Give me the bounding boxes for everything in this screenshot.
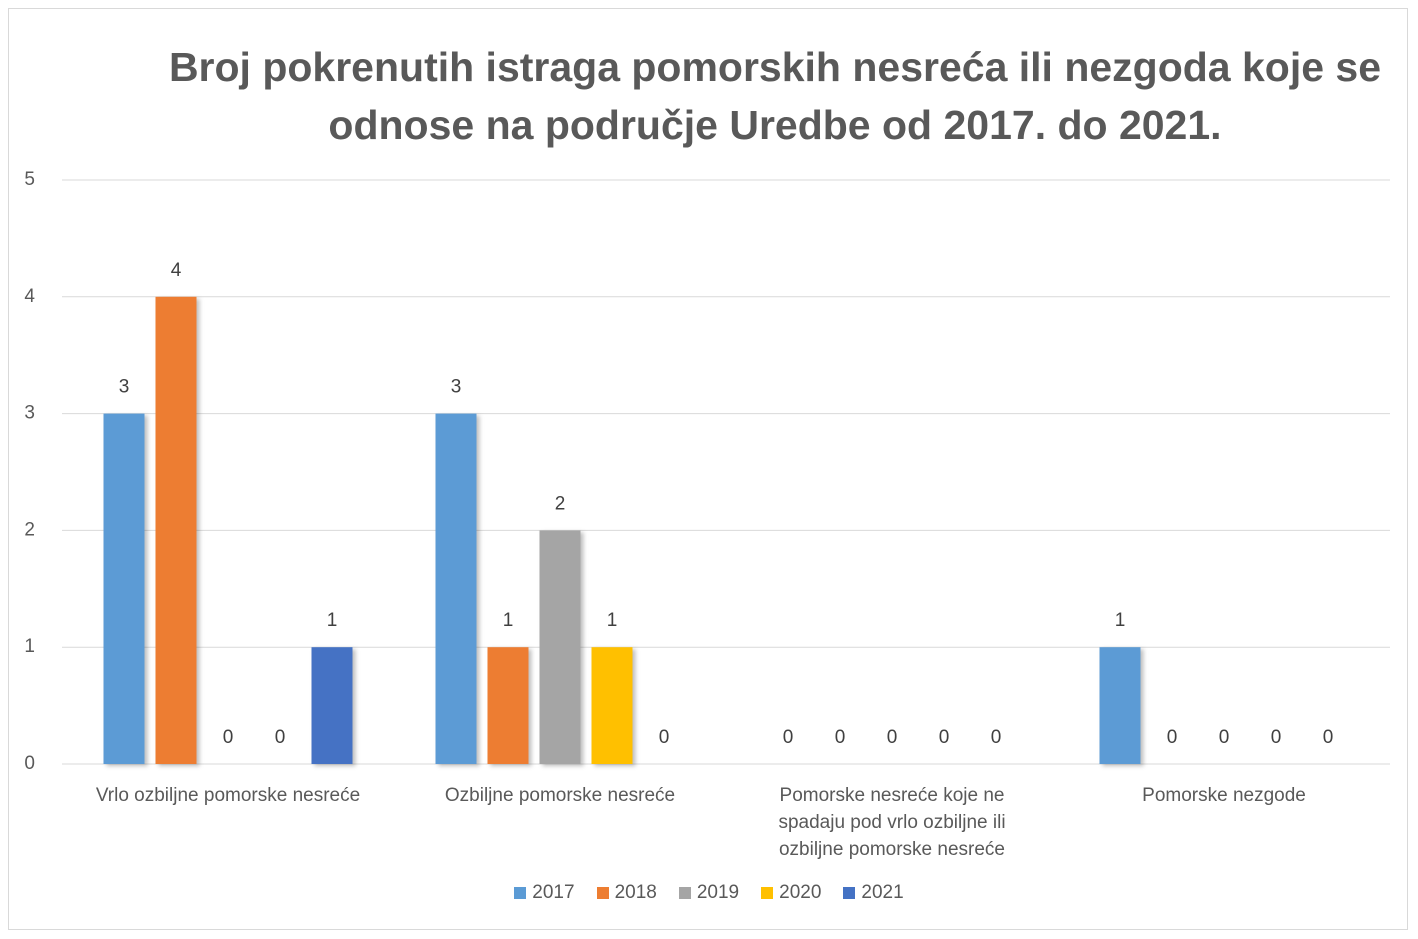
legend-item: 2018: [596, 882, 657, 904]
data-label: 1: [503, 610, 514, 631]
data-label: 0: [275, 727, 286, 748]
data-label: 1: [607, 610, 618, 631]
y-tick-label: 3: [24, 403, 35, 424]
x-tick-label: Pomorske nesreće koje ne spadaju pod vrl…: [778, 785, 1006, 860]
x-tick-label: Pomorske nezgode: [1142, 785, 1306, 806]
data-label: 0: [1271, 727, 1282, 748]
data-label: 0: [223, 727, 234, 748]
data-label: 0: [887, 727, 898, 748]
data-label: 0: [1167, 727, 1178, 748]
legend-item: 2017: [514, 882, 575, 904]
data-label: 0: [783, 727, 794, 748]
legend-item: 2021: [843, 882, 904, 904]
data-label: 0: [1219, 727, 1230, 748]
x-tick-label: Vrlo ozbiljne pomorske nesreće: [95, 785, 361, 806]
data-label: 1: [327, 610, 338, 631]
chart-frame: [8, 8, 1408, 930]
data-label: 0: [991, 727, 1002, 748]
bar: [1099, 647, 1141, 764]
chart-title: Broj pokrenutih istraga pomorskih nesreć…: [168, 44, 1382, 148]
legend-label: 2019: [696, 882, 740, 903]
legend-label: 2020: [779, 882, 822, 903]
y-tick-label: 1: [24, 636, 35, 657]
legend-item: 2019: [678, 882, 740, 904]
data-label: 0: [939, 727, 950, 748]
data-label: 2: [555, 493, 566, 514]
legend-label: 2021: [861, 882, 904, 903]
legend-swatch: [514, 887, 527, 899]
bar: [591, 647, 633, 764]
data-label: 4: [171, 260, 182, 281]
y-tick-label: 4: [24, 286, 35, 307]
legend-label: 2018: [614, 882, 657, 903]
y-tick-label: 2: [24, 519, 35, 540]
data-label: 0: [835, 727, 846, 748]
data-label: 3: [451, 377, 462, 398]
legend-swatch: [678, 887, 691, 899]
bar: [487, 647, 529, 764]
legend-swatch: [843, 887, 856, 899]
legend-swatch: [596, 887, 609, 899]
legend: 2017 2018 2019 2020 2021: [0, 882, 1418, 904]
data-label: 0: [1323, 727, 1334, 748]
legend-item: 2020: [761, 882, 821, 904]
y-tick-label: 0: [24, 753, 35, 774]
bar: [103, 413, 145, 764]
legend-label: 2017: [532, 882, 575, 903]
data-label: 0: [659, 727, 670, 748]
legend-swatch: [761, 887, 774, 899]
bar: [435, 413, 477, 764]
y-tick-label: 5: [24, 169, 35, 190]
bar: [311, 647, 353, 764]
bar: [155, 296, 197, 764]
data-label: 3: [119, 377, 130, 398]
bar: [539, 530, 581, 764]
x-tick-label: Ozbiljne pomorske nesreće: [444, 785, 676, 806]
data-label: 1: [1115, 610, 1126, 631]
